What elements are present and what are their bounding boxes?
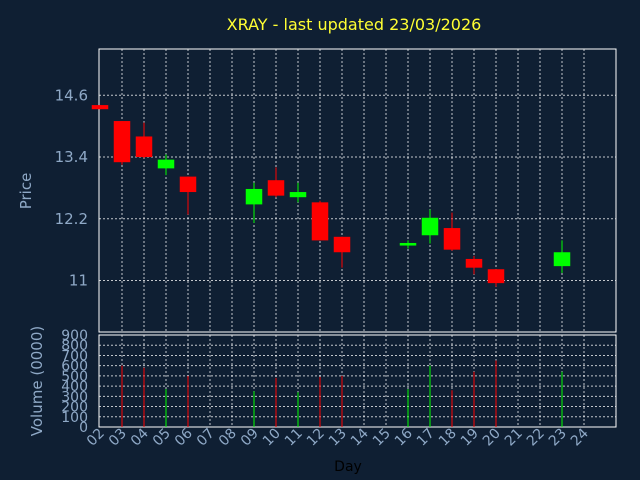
volume-tick-label: 200 bbox=[61, 400, 88, 416]
candle-body bbox=[311, 202, 329, 241]
candle-body bbox=[179, 176, 197, 193]
candle-body bbox=[399, 242, 417, 246]
price-tick-labels: 14.6 13.4 12.2 11 bbox=[55, 86, 88, 289]
volume-tick-label: 900 bbox=[61, 328, 88, 344]
x-tick-label: 17 bbox=[414, 426, 438, 450]
candle-body bbox=[113, 121, 131, 163]
x-tick-label: 08 bbox=[216, 426, 240, 450]
price-tick-label: 13.4 bbox=[55, 148, 88, 166]
volume-tick-label: 0 bbox=[79, 420, 88, 436]
volume-plot-area bbox=[98, 334, 617, 428]
x-tick-label: 23 bbox=[546, 426, 570, 450]
candle-body bbox=[421, 217, 439, 236]
candle-body bbox=[91, 105, 109, 110]
x-tick-label: 06 bbox=[172, 425, 196, 449]
x-tick-labels: 0203040506070809101112131415161718192021… bbox=[84, 425, 592, 449]
price-tick-label: 11 bbox=[69, 272, 88, 290]
chart-title: XRAY - last updated 23/03/2026 bbox=[227, 15, 482, 34]
candle-body bbox=[267, 180, 285, 196]
candle-body bbox=[333, 236, 351, 253]
price-plot-area bbox=[98, 48, 617, 333]
volume-tick-label: 500 bbox=[61, 369, 88, 385]
x-tick-label: 12 bbox=[304, 426, 328, 450]
candle-body bbox=[465, 258, 483, 268]
candle-body bbox=[135, 136, 153, 158]
candle-body bbox=[245, 188, 263, 205]
x-tick-label: 18 bbox=[436, 426, 460, 450]
volume-tick-label: 800 bbox=[61, 338, 88, 354]
grid-lines bbox=[99, 49, 616, 427]
x-tick-label: 24 bbox=[568, 425, 592, 449]
x-tick-label: 22 bbox=[524, 426, 548, 450]
volume-tick-label: 700 bbox=[61, 348, 88, 364]
candle-body bbox=[553, 252, 571, 267]
candle-body bbox=[487, 269, 505, 284]
volume-axis-label: Volume (0000) bbox=[28, 326, 46, 436]
x-tick-label: 14 bbox=[348, 425, 372, 449]
price-tick-label: 12.2 bbox=[55, 210, 88, 228]
x-tick-label: 13 bbox=[326, 426, 350, 450]
candles bbox=[91, 105, 571, 287]
x-tick-label: 09 bbox=[238, 426, 262, 450]
x-tick-label: 21 bbox=[502, 426, 526, 450]
x-tick-label: 10 bbox=[260, 426, 284, 450]
x-tick-label: 15 bbox=[370, 426, 394, 450]
volume-tick-label: 400 bbox=[61, 379, 88, 395]
x-tick-label: 19 bbox=[458, 426, 482, 450]
volume-bars bbox=[121, 360, 563, 427]
x-tick-label: 04 bbox=[128, 425, 152, 449]
candle-body bbox=[157, 159, 175, 169]
x-axis-label: Day bbox=[334, 459, 362, 475]
x-tick-label: 07 bbox=[194, 426, 218, 450]
x-tick-label: 16 bbox=[392, 425, 416, 449]
x-tick-label: 03 bbox=[106, 426, 130, 450]
x-tick-label: 11 bbox=[282, 426, 306, 450]
price-axis-label: Price bbox=[17, 173, 35, 210]
candle-body bbox=[289, 192, 307, 198]
volume-tick-label: 600 bbox=[61, 359, 88, 375]
price-tick-label: 14.6 bbox=[55, 86, 88, 104]
candle-body bbox=[443, 228, 461, 250]
volume-tick-label: 100 bbox=[61, 410, 88, 426]
volume-tick-label: 300 bbox=[61, 389, 88, 405]
x-tick-label: 05 bbox=[150, 426, 174, 450]
x-tick-label: 20 bbox=[480, 426, 504, 450]
